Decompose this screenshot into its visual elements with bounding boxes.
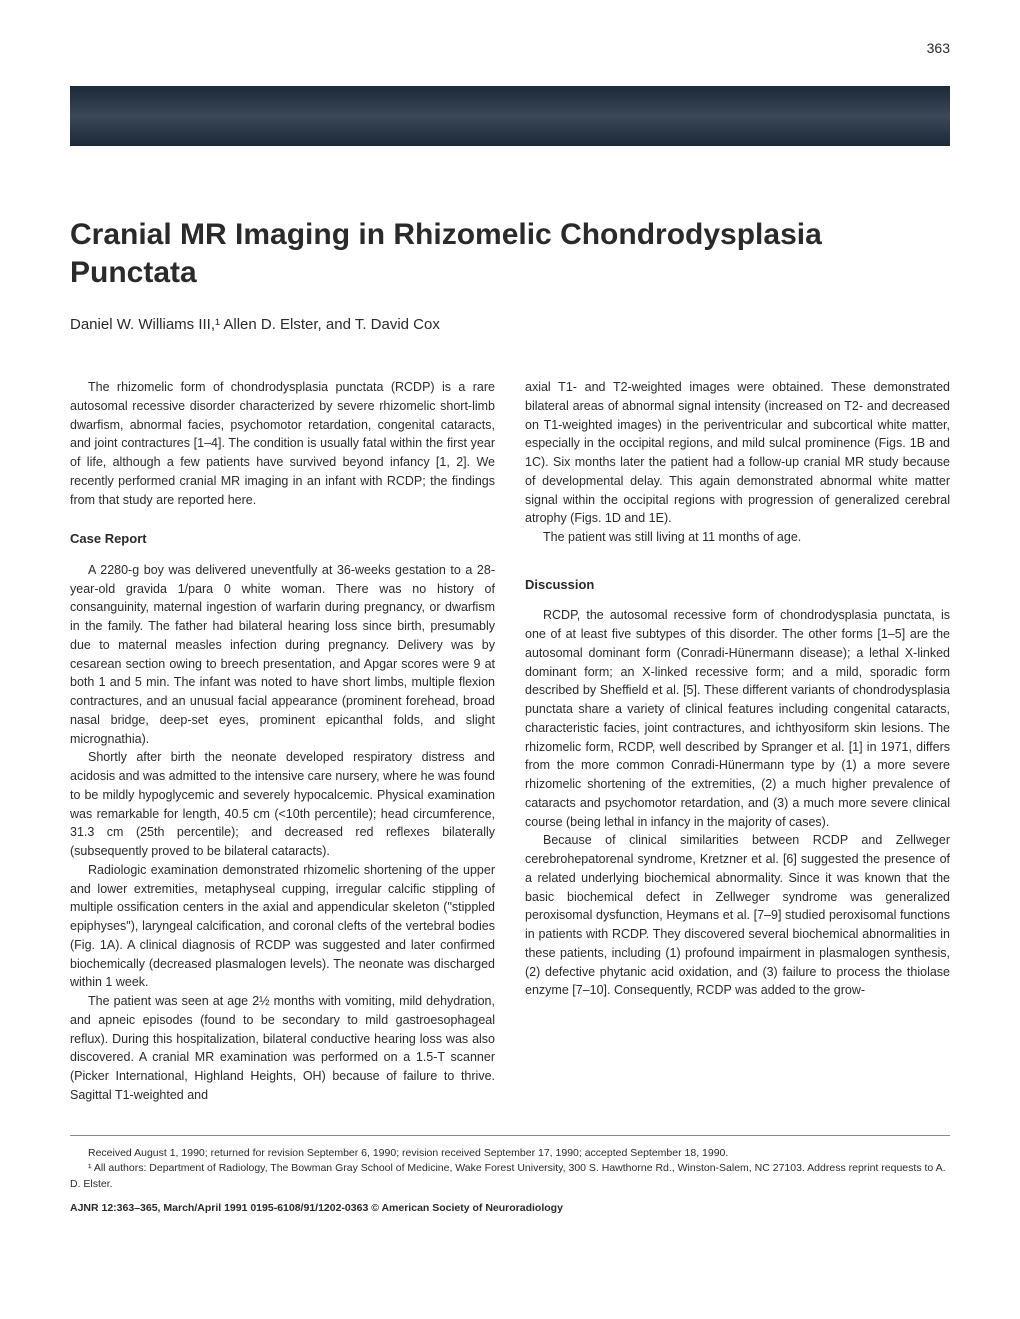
continuation-p1: axial T1- and T2-weighted images were ob…	[525, 378, 950, 528]
journal-line: AJNR 12:363–365, March/April 1991 0195-6…	[70, 1201, 950, 1217]
journal-bold: AJNR 12:363–365, March/April 1991 0195-6…	[70, 1202, 563, 1214]
case-report-p3: Radiologic examination demonstrated rhiz…	[70, 861, 495, 992]
discussion-p2: Because of clinical similarities between…	[525, 831, 950, 1000]
received-line: Received August 1, 1990; returned for re…	[70, 1146, 950, 1162]
article-title: Cranial MR Imaging in Rhizomelic Chondro…	[70, 216, 950, 291]
case-report-p4: The patient was seen at age 2½ months wi…	[70, 992, 495, 1105]
discussion-heading: Discussion	[525, 575, 950, 595]
footer: Received August 1, 1990; returned for re…	[70, 1135, 950, 1217]
page-number: 363	[70, 40, 950, 56]
continuation-p2: The patient was still living at 11 month…	[525, 528, 950, 547]
header-banner	[70, 86, 950, 146]
intro-paragraph: The rhizomelic form of chondrodysplasia …	[70, 378, 495, 509]
case-report-p1: A 2280-g boy was delivered uneventfully …	[70, 561, 495, 749]
article-body-columns: The rhizomelic form of chondrodysplasia …	[70, 378, 950, 1105]
case-report-heading: Case Report	[70, 529, 495, 549]
author-list: Daniel W. Williams III,¹ Allen D. Elster…	[70, 316, 950, 333]
discussion-p1: RCDP, the autosomal recessive form of ch…	[525, 606, 950, 831]
right-column: axial T1- and T2-weighted images were ob…	[525, 378, 950, 1105]
case-report-p2: Shortly after birth the neonate develope…	[70, 748, 495, 861]
left-column: The rhizomelic form of chondrodysplasia …	[70, 378, 495, 1105]
affiliation-line: ¹ All authors: Department of Radiology, …	[70, 1161, 950, 1193]
